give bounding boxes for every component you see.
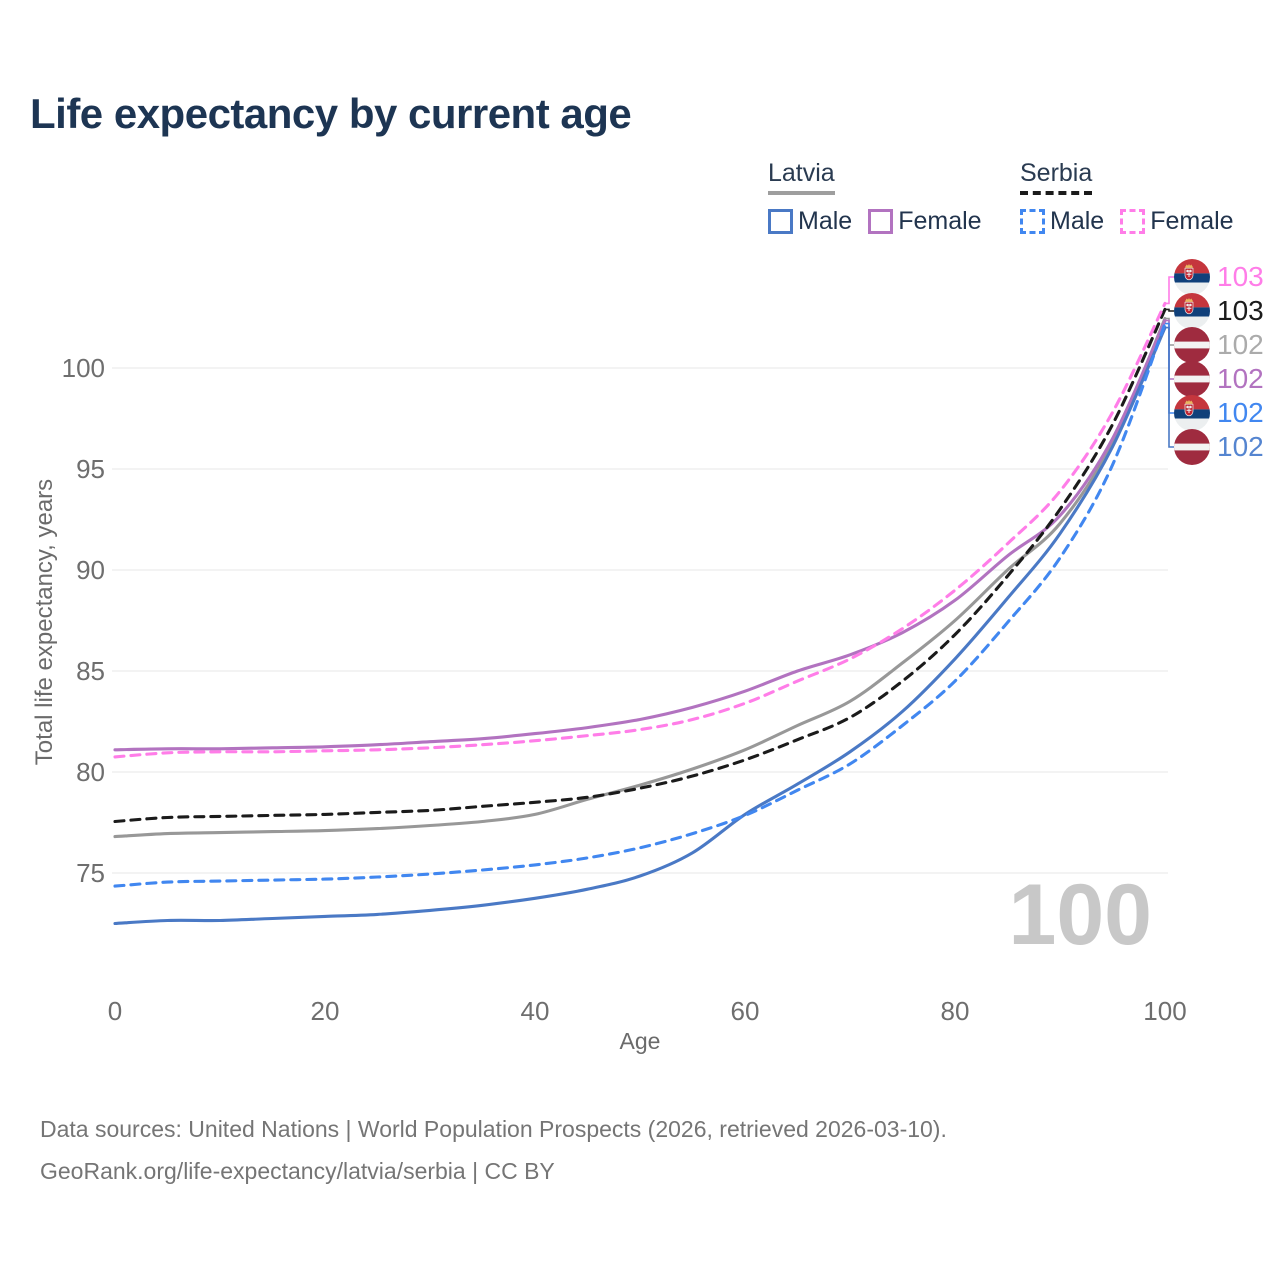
x-axis-title: Age xyxy=(619,1028,661,1054)
footer-attribution: GeoRank.org/life-expectancy/latvia/serbi… xyxy=(40,1158,555,1184)
series-line-serbia-male[interactable] xyxy=(113,322,1167,888)
legend-country-serbia[interactable]: Serbia xyxy=(1020,160,1093,195)
end-label-value: 103 xyxy=(1217,295,1264,326)
legend-label: Female xyxy=(898,207,982,235)
age-indicator-watermark: 100 xyxy=(1009,867,1153,963)
y-tick-label-90: 90 xyxy=(76,555,105,585)
x-tick-label-80: 80 xyxy=(941,996,970,1026)
series-line-latvia[interactable] xyxy=(113,316,1167,839)
latvia-flag-icon xyxy=(1174,327,1210,363)
latvia-flag-icon xyxy=(1174,429,1210,465)
footer: Data sources: United Nations | World Pop… xyxy=(40,1108,947,1192)
legend-item-latvia-female[interactable]: Female xyxy=(868,207,982,236)
y-tick-label-75: 75 xyxy=(76,858,105,888)
x-tick-label-20: 20 xyxy=(311,996,340,1026)
end-label-value: 102 xyxy=(1217,431,1264,462)
legend-label: Male xyxy=(798,207,853,235)
serbia-flag-icon xyxy=(1174,395,1210,431)
page-title: Life expectancy by current age xyxy=(30,90,632,137)
legend-item-latvia-male[interactable]: Male xyxy=(768,207,852,236)
end-label-serbia-male[interactable]: 102 xyxy=(1174,395,1264,431)
legend-swatch-latvia-female xyxy=(868,209,894,234)
series-line-serbia[interactable] xyxy=(113,307,1167,824)
end-label-value: 103 xyxy=(1217,261,1264,292)
x-tick-label-60: 60 xyxy=(731,996,760,1026)
leader-line-latvia-male xyxy=(1165,326,1174,448)
series-line-serbia-female[interactable] xyxy=(113,301,1167,759)
y-axis-title: Total life expectancy, years xyxy=(31,478,58,766)
legend-swatch-serbia-female xyxy=(1120,209,1146,234)
legend-group-latvia: Latvia Male Female xyxy=(768,160,982,236)
end-label-value: 102 xyxy=(1217,397,1264,428)
leader-line-serbia-female xyxy=(1165,276,1174,305)
end-label-value: 102 xyxy=(1217,363,1264,394)
legend-label: Male xyxy=(1050,207,1105,235)
latvia-flag-icon xyxy=(1174,361,1210,397)
legend-item-serbia-female[interactable]: Female xyxy=(1120,207,1234,236)
legend-group-serbia: Serbia Male Female xyxy=(1020,160,1234,236)
x-tick-label-0: 0 xyxy=(108,996,122,1026)
serbia-flag-icon xyxy=(1174,293,1210,329)
y-tick-label-80: 80 xyxy=(76,757,105,787)
y-tick-label-95: 95 xyxy=(76,454,105,484)
legend-swatch-serbia-male xyxy=(1020,209,1045,234)
legend-swatch-latvia-male xyxy=(768,209,793,234)
x-tick-label-100: 100 xyxy=(1143,996,1186,1026)
series-line-latvia-female[interactable] xyxy=(113,318,1167,752)
end-label-latvia[interactable]: 102 xyxy=(1174,327,1264,363)
leader-line-serbia xyxy=(1165,308,1174,312)
legend-label: Female xyxy=(1150,207,1234,235)
end-label-latvia-female[interactable]: 102 xyxy=(1174,361,1264,397)
y-tick-label-100: 100 xyxy=(62,353,105,383)
x-tick-label-40: 40 xyxy=(521,996,550,1026)
end-label-serbia[interactable]: 103 xyxy=(1174,293,1264,329)
end-label-latvia-male[interactable]: 102 xyxy=(1174,429,1264,465)
end-label-value: 102 xyxy=(1217,329,1264,360)
y-tick-label-85: 85 xyxy=(76,656,105,686)
legend-item-serbia-male[interactable]: Male xyxy=(1020,207,1104,236)
end-label-serbia-female[interactable]: 103 xyxy=(1174,259,1264,295)
legend-country-latvia[interactable]: Latvia xyxy=(768,160,835,195)
series-line-latvia-male[interactable] xyxy=(113,326,1167,926)
footer-data-sources: Data sources: United Nations | World Pop… xyxy=(40,1116,947,1142)
serbia-flag-icon xyxy=(1174,259,1210,295)
